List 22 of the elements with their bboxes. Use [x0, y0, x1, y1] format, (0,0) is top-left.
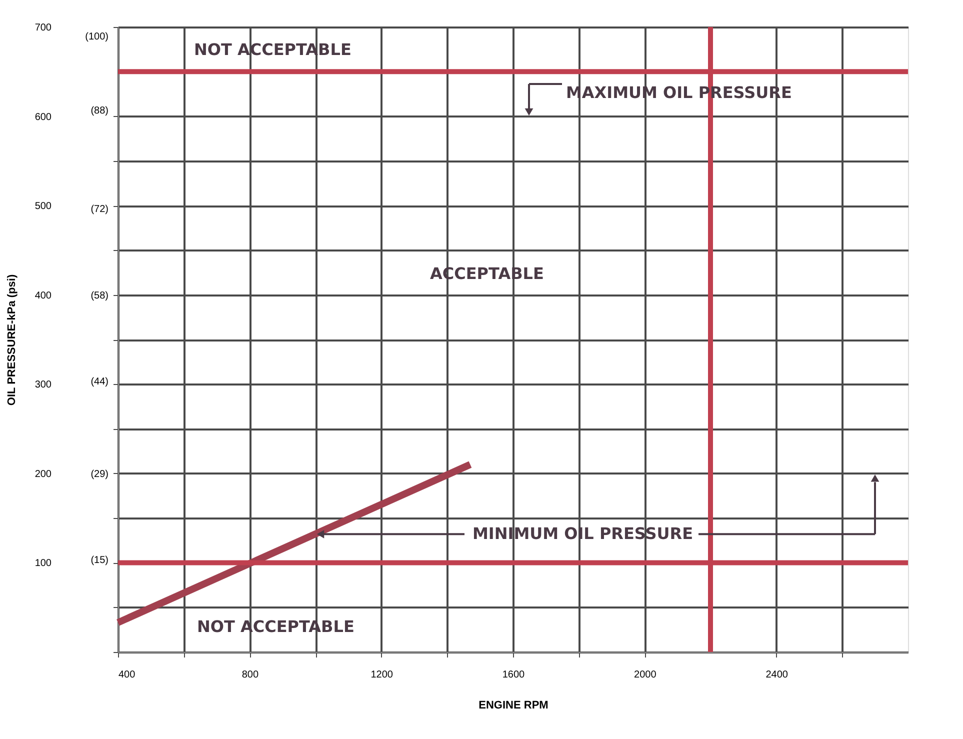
y-tick-label: 400: [34, 290, 52, 302]
y2-tick-label: (58): [90, 290, 108, 302]
x-tick-label: 1200: [370, 670, 394, 680]
y-axis-title: OIL PRESSURE-kPa (psi): [6, 274, 18, 406]
x-tick-label: 400: [118, 670, 136, 680]
y-tick-label: 100: [34, 558, 52, 570]
y2-tick-label: (72): [90, 204, 108, 216]
x-tick-label: 1600: [502, 670, 526, 680]
x-tick-label: 2400: [766, 670, 788, 680]
x-axis-title: ENGINE RPM: [478, 700, 548, 712]
y2-tick-label: (15): [90, 555, 108, 566]
y-tick-label: 300: [34, 380, 52, 391]
x-tick-label: 2000: [634, 670, 657, 680]
y-tick-label: 600: [34, 112, 52, 123]
y2-tick-label: (100): [85, 32, 108, 43]
y-tick-label: 200: [34, 468, 52, 480]
y-tick-label: 500: [34, 201, 52, 212]
y2-tick-label: (44): [90, 376, 108, 388]
y2-tick-label: (88): [90, 106, 108, 117]
y-tick-label: 700: [34, 22, 52, 34]
x-tick-label: 800: [242, 670, 259, 680]
y2-tick-label: (29): [90, 468, 108, 480]
